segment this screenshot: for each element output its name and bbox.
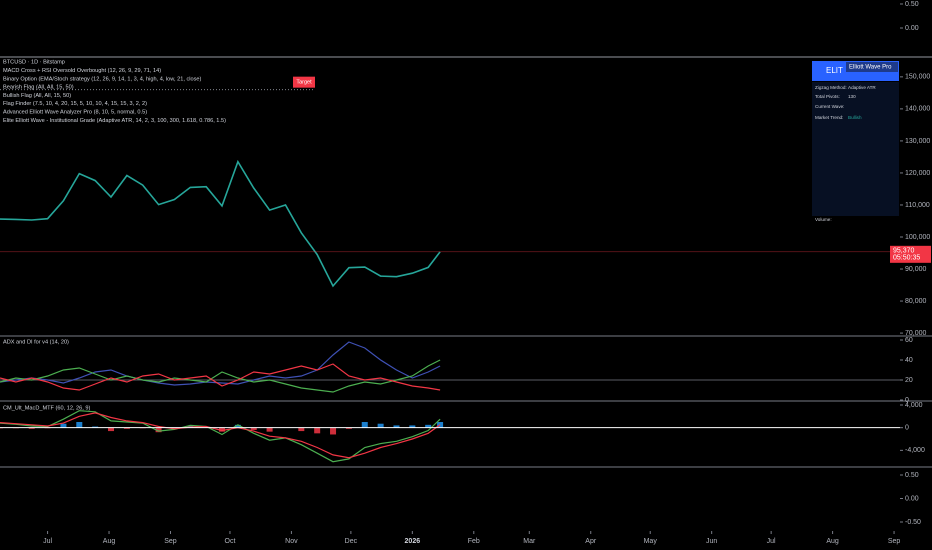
countdown-label: 05:50:35 — [893, 255, 920, 262]
y-tick-label: 40 — [905, 357, 913, 364]
panel-label: Zigzag Method: — [815, 85, 847, 90]
y-tick-label: 0.00 — [905, 495, 919, 502]
target-box — [293, 76, 315, 88]
histogram-bar — [155, 427, 162, 433]
histogram-bar — [250, 427, 257, 430]
panel-label: Total Pivots: — [815, 94, 840, 99]
adx-title: ADX and DI for v4 (14, 20) — [3, 339, 69, 345]
histogram-bar — [393, 425, 400, 428]
x-tick-label: Mar — [523, 538, 536, 545]
y-tick-label: 100,000 — [905, 234, 930, 241]
y-tick-label: 60 — [905, 337, 913, 344]
panel-value: Adaptive ATR — [848, 85, 876, 90]
y-tick-label: 140,000 — [905, 106, 930, 113]
x-tick-label: Dec — [345, 538, 358, 545]
indicator-label: Advanced Elliott Wave Analyzer Pro (8, 1… — [3, 109, 147, 115]
histogram-bar — [60, 423, 67, 428]
panel-brand: ELIT — [826, 66, 843, 75]
indicator-label: Flag Finder (7.5, 10, 4, 20, 15, 5, 10, … — [3, 101, 147, 107]
y-tick-label: 0.50 — [905, 1, 919, 8]
panel-label: Market Trend: — [815, 115, 843, 120]
series-line — [0, 159, 441, 288]
y-tick-label: 0.50 — [905, 472, 919, 479]
histogram-bar — [345, 427, 352, 429]
y-tick-label: -4,000 — [905, 447, 925, 454]
series-line — [0, 363, 441, 391]
target-label: Target — [296, 80, 312, 86]
histogram-bar — [92, 426, 99, 428]
panel-title: Elliott Wave Pro — [849, 65, 892, 71]
panel-label: Current Wave: — [815, 104, 844, 109]
symbol-title: BTCUSD · 1D · Bitstamp — [3, 59, 65, 65]
series-line — [0, 359, 441, 393]
histogram-bar — [219, 427, 226, 432]
y-tick-label: 80,000 — [905, 298, 927, 305]
x-tick-label: Nov — [285, 538, 298, 545]
y-tick-label: 70,000 — [905, 330, 927, 337]
histogram-bar — [28, 427, 35, 429]
x-tick-label: Apr — [585, 538, 597, 545]
histogram-bar — [330, 427, 337, 435]
panel-title-box — [846, 62, 898, 72]
panel-value: 130 — [848, 94, 856, 99]
panel-value: Bullish — [848, 115, 862, 120]
histogram-bar — [377, 423, 384, 428]
histogram-bar — [425, 424, 432, 428]
macd-title: CM_Ult_MacD_MTF (60, 12, 26, 9) — [3, 405, 90, 411]
series-line — [0, 410, 441, 463]
last-price-box — [890, 245, 931, 263]
y-tick-label: 20 — [905, 377, 913, 384]
x-tick-label: 2026 — [405, 538, 421, 545]
y-tick-label: 0 — [905, 425, 909, 432]
x-tick-label: Jul — [43, 538, 52, 545]
histogram-bar — [409, 425, 416, 428]
indicator-label: Bullish Flag (All, All, 15, 50) — [3, 93, 71, 99]
x-tick-label: Sep — [888, 538, 901, 545]
indicator-legend: BTCUSD · 1D · Bitstamp MACD Cross + RSI … — [3, 59, 226, 123]
y-tick-label: 90,000 — [905, 266, 927, 273]
histogram-bar — [361, 422, 368, 428]
elliott-panel: ELIT Elliott Wave Pro Zigzag Method: Adap… — [812, 61, 899, 222]
x-tick-label: May — [644, 538, 658, 545]
x-tick-label: Jun — [706, 538, 717, 545]
y-tick-label: 110,000 — [905, 202, 930, 209]
indicator-label: MACD Cross + RSI Oversold Overbought (12… — [3, 68, 161, 74]
x-tick-label: Oct — [225, 538, 236, 545]
histogram-bar — [123, 427, 130, 429]
y-tick-label: 130,000 — [905, 138, 930, 145]
histogram-bar — [314, 427, 321, 434]
x-tick-label: Aug — [103, 538, 116, 545]
y-tick-label: 0 — [905, 397, 909, 404]
histogram-bar — [108, 427, 115, 432]
x-tick-label: Sep — [164, 538, 177, 545]
y-tick-label: -0.50 — [905, 519, 921, 526]
histogram-bar — [76, 422, 83, 428]
series-line — [0, 412, 441, 459]
histogram-bar — [298, 427, 305, 432]
x-tick-label: Aug — [826, 538, 839, 545]
histogram-bar — [266, 427, 273, 432]
series-line — [0, 341, 441, 386]
panel-body — [812, 82, 899, 216]
panel-label: Volume: — [815, 217, 832, 222]
x-tick-label: Jul — [767, 538, 776, 545]
indicator-label: Elite Elliott Wave - Institutional Grade… — [3, 118, 226, 124]
y-tick-label: 120,000 — [905, 170, 930, 177]
indicator-label: Bearish Flag (All, All, 15, 50) — [3, 85, 74, 91]
x-tick-label: Feb — [468, 538, 480, 545]
y-tick-label: 150,000 — [905, 74, 930, 81]
last-price-label: 95,370 — [893, 248, 915, 255]
y-tick-label: 4,000 — [905, 402, 923, 409]
indicator-label: Binary Option (EMA/Stoch strategy (12, 2… — [3, 76, 202, 82]
y-tick-label: 0.00 — [905, 25, 919, 32]
histogram-bar — [234, 424, 241, 428]
